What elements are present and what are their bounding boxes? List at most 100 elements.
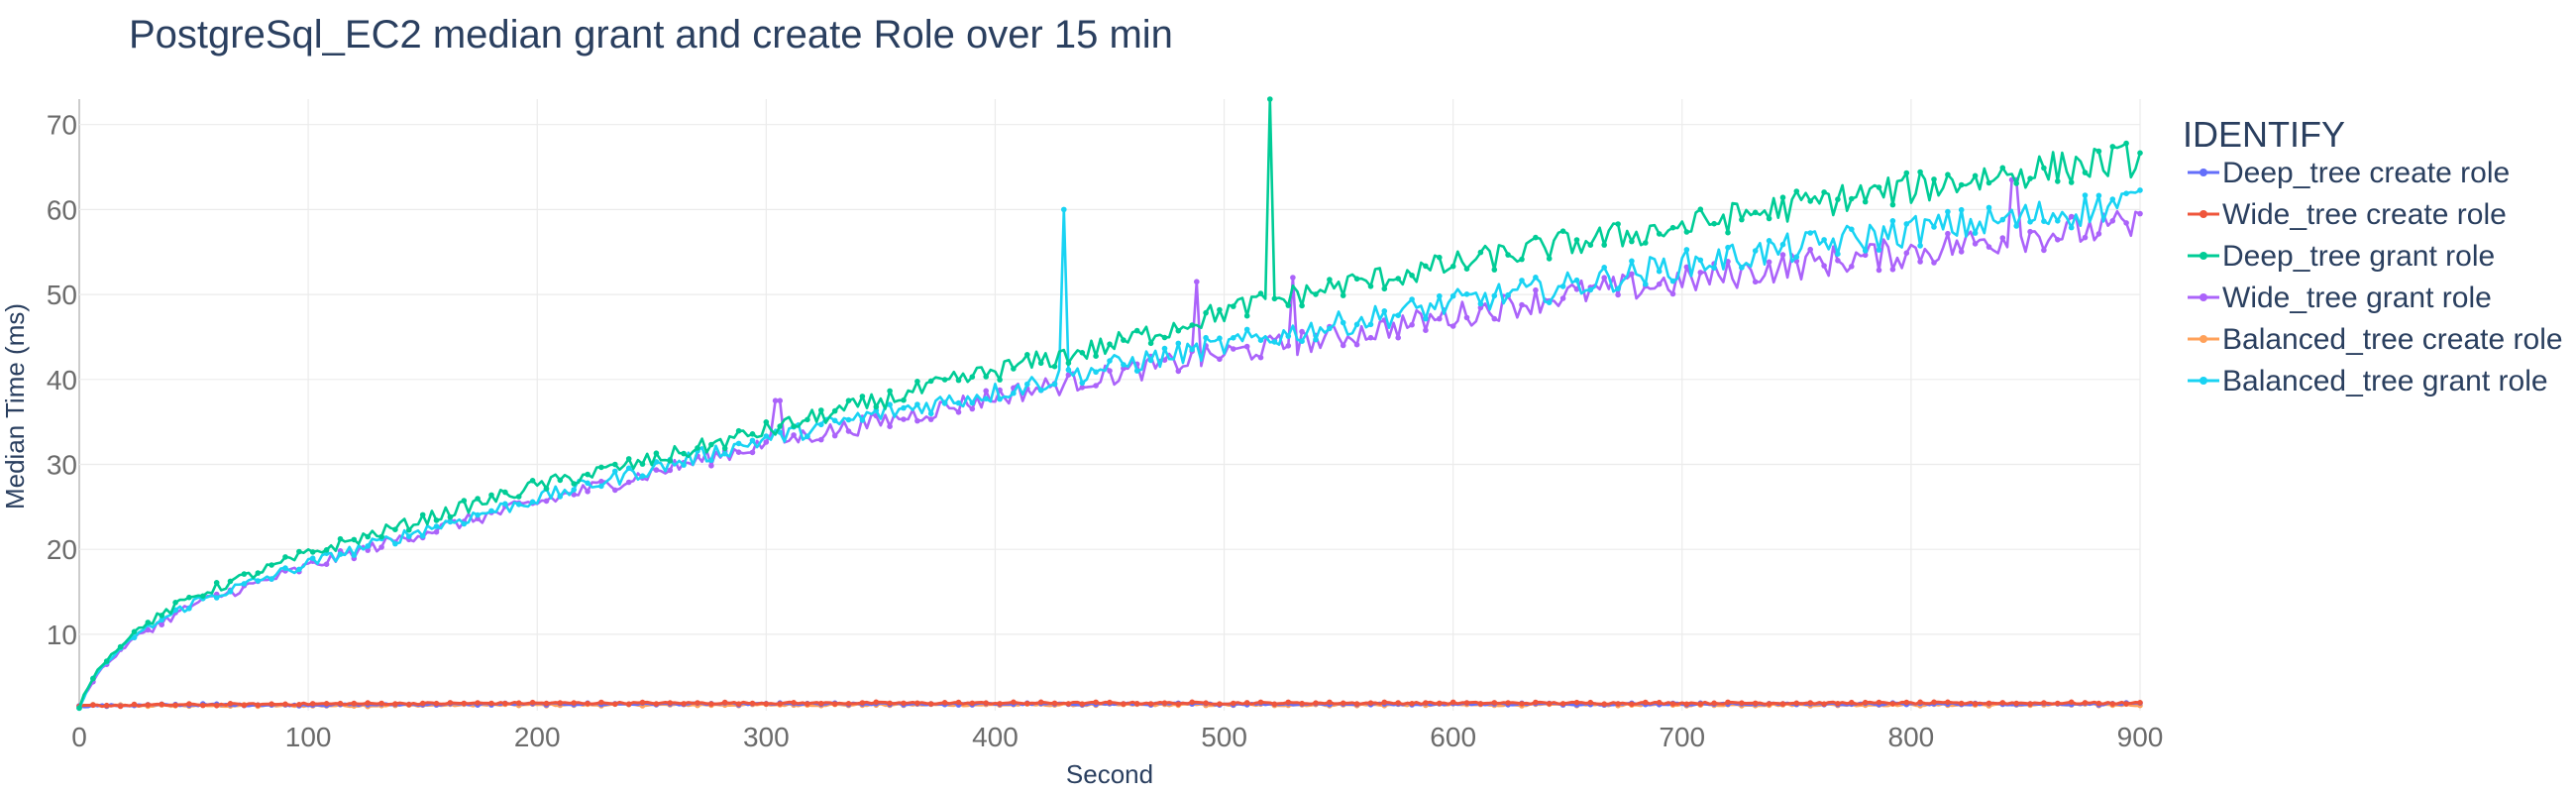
data-point <box>585 700 590 707</box>
legend-item[interactable]: Deep_tree create role <box>2188 157 2510 189</box>
data-point <box>1876 184 1882 190</box>
data-point <box>2013 180 2019 186</box>
data-point <box>749 431 756 437</box>
series-line <box>77 178 2141 709</box>
legend-items: Deep_tree create role Wide_tree create ro… <box>2188 157 2563 397</box>
data-point <box>1243 312 1250 319</box>
legend-marker <box>2200 335 2207 343</box>
data-point <box>2027 219 2033 225</box>
data-point <box>901 404 907 411</box>
data-point <box>1807 230 1813 236</box>
data-point <box>708 441 714 448</box>
data-point <box>914 417 920 424</box>
data-point <box>1999 216 2006 223</box>
data-point <box>818 421 824 428</box>
data-point <box>1065 360 1072 367</box>
data-point <box>818 436 824 443</box>
data-point <box>351 700 358 707</box>
data-point <box>695 445 700 451</box>
data-point <box>1079 385 1086 391</box>
data-point <box>1061 206 1067 213</box>
data-point <box>1437 700 1443 707</box>
data-point <box>1107 368 1113 374</box>
data-point <box>1313 336 1319 343</box>
data-point <box>1437 292 1443 299</box>
data-point <box>1683 247 1690 253</box>
data-point <box>1353 701 1360 707</box>
data-point <box>1093 369 1099 376</box>
data-point <box>1559 295 1566 301</box>
data-point <box>1203 309 1209 316</box>
series-deep-tree-grant-role <box>76 96 2143 712</box>
data-point <box>1477 304 1484 311</box>
data-point <box>1051 363 1058 370</box>
data-point <box>681 450 687 457</box>
data-point <box>1711 265 1717 272</box>
data-point <box>159 617 164 623</box>
data-point <box>1546 256 1553 262</box>
data-point <box>1835 258 1841 264</box>
data-point <box>708 457 714 464</box>
data-point <box>1573 237 1580 243</box>
data-point <box>1519 278 1525 283</box>
data-point <box>1862 248 1869 254</box>
data-point <box>186 594 192 601</box>
data-point <box>901 416 907 422</box>
legend-item[interactable]: Wide_tree create role <box>2188 198 2507 231</box>
legend-item[interactable]: Wide_tree grant role <box>2188 282 2492 314</box>
data-point <box>447 513 454 520</box>
data-point <box>2055 218 2061 224</box>
data-point <box>2055 178 2061 184</box>
data-point <box>1793 254 1800 261</box>
data-point <box>1615 701 1621 707</box>
data-point <box>1147 357 1154 364</box>
data-point <box>1958 206 1965 213</box>
data-point <box>1243 326 1250 333</box>
legend-item[interactable]: Balanced_tree grant role <box>2188 365 2548 397</box>
data-point <box>1903 221 1910 227</box>
data-point <box>859 394 866 399</box>
legend-item[interactable]: Balanced_tree create role <box>2188 323 2563 356</box>
data-point <box>955 399 962 406</box>
data-point <box>805 701 810 707</box>
data-point <box>1683 229 1690 235</box>
data-point <box>1807 198 1813 204</box>
data-point <box>1257 337 1264 344</box>
data-point <box>1986 179 1992 186</box>
data-point <box>1546 299 1553 306</box>
data-point <box>1217 356 1223 363</box>
data-point <box>1299 302 1305 309</box>
data-point <box>145 620 152 625</box>
y-tick-label: 30 <box>47 449 77 480</box>
data-point <box>419 533 426 539</box>
data-point <box>282 554 288 560</box>
data-point <box>749 449 756 456</box>
data-point <box>296 548 302 555</box>
data-point <box>76 705 82 712</box>
data-point <box>282 565 288 571</box>
legend-title: IDENTIFY <box>2183 114 2345 155</box>
data-point <box>1353 276 1360 283</box>
data-point <box>914 700 920 707</box>
data-point <box>1711 220 1717 227</box>
legend-item[interactable]: Deep_tree grant role <box>2188 240 2495 273</box>
data-point <box>433 700 440 707</box>
data-point <box>1656 281 1663 287</box>
data-point <box>1257 290 1264 296</box>
data-point <box>1821 237 1827 243</box>
data-point <box>1559 701 1566 707</box>
data-point <box>845 416 852 423</box>
data-point <box>1876 699 1882 706</box>
data-point <box>1231 346 1236 352</box>
data-point <box>1821 189 1827 195</box>
data-point <box>1024 700 1030 707</box>
data-point <box>901 700 907 707</box>
data-point <box>1367 321 1374 328</box>
data-point <box>543 498 550 505</box>
legend-marker <box>2200 293 2207 301</box>
data-point <box>1367 334 1374 341</box>
data-point <box>337 551 344 557</box>
data-point <box>268 576 274 582</box>
data-point <box>1917 243 1923 249</box>
data-point <box>1697 206 1704 212</box>
